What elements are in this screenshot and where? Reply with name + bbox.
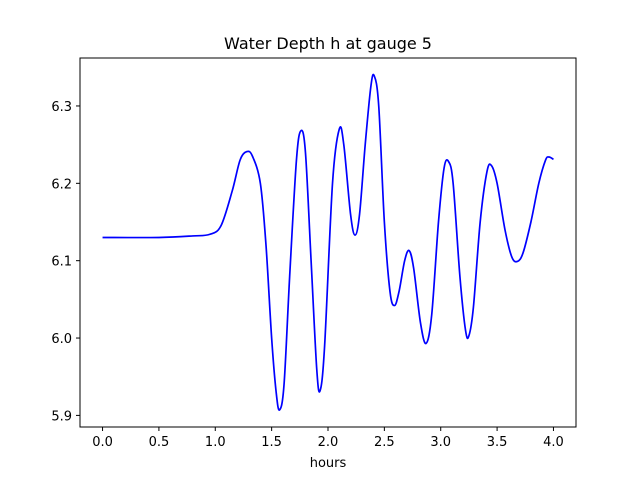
x-tick-label: 1.0	[205, 435, 226, 450]
x-tick-label: 3.5	[487, 435, 508, 450]
y-tick-label: 6.0	[51, 332, 72, 347]
x-tick-label: 4.0	[543, 435, 564, 450]
x-tick-label: 2.0	[318, 435, 339, 450]
x-axis-label: hours	[310, 456, 347, 471]
y-tick-label: 5.9	[51, 409, 72, 424]
y-tick-label: 6.3	[51, 100, 72, 115]
series-layer	[102, 73, 554, 411]
x-tick-label: 2.5	[374, 435, 395, 450]
plot-area	[80, 58, 576, 427]
y-tick-label: 6.2	[51, 177, 72, 192]
x-tick-label: 1.5	[261, 435, 282, 450]
chart-title: Water Depth h at gauge 5	[224, 34, 432, 53]
x-tick-label: 3.0	[430, 435, 451, 450]
y-ticks: 5.9 6.0 6.1 6.2 6.3	[51, 100, 80, 424]
x-tick-label: 0.5	[149, 435, 170, 450]
series-line-0	[102, 73, 554, 411]
y-tick-label: 6.1	[51, 255, 72, 270]
x-tick-label: 0.0	[92, 435, 113, 450]
x-ticks: 0.0 0.5 1.0 1.5 2.0 2.5 3.0 3.5 4.0	[92, 427, 564, 450]
